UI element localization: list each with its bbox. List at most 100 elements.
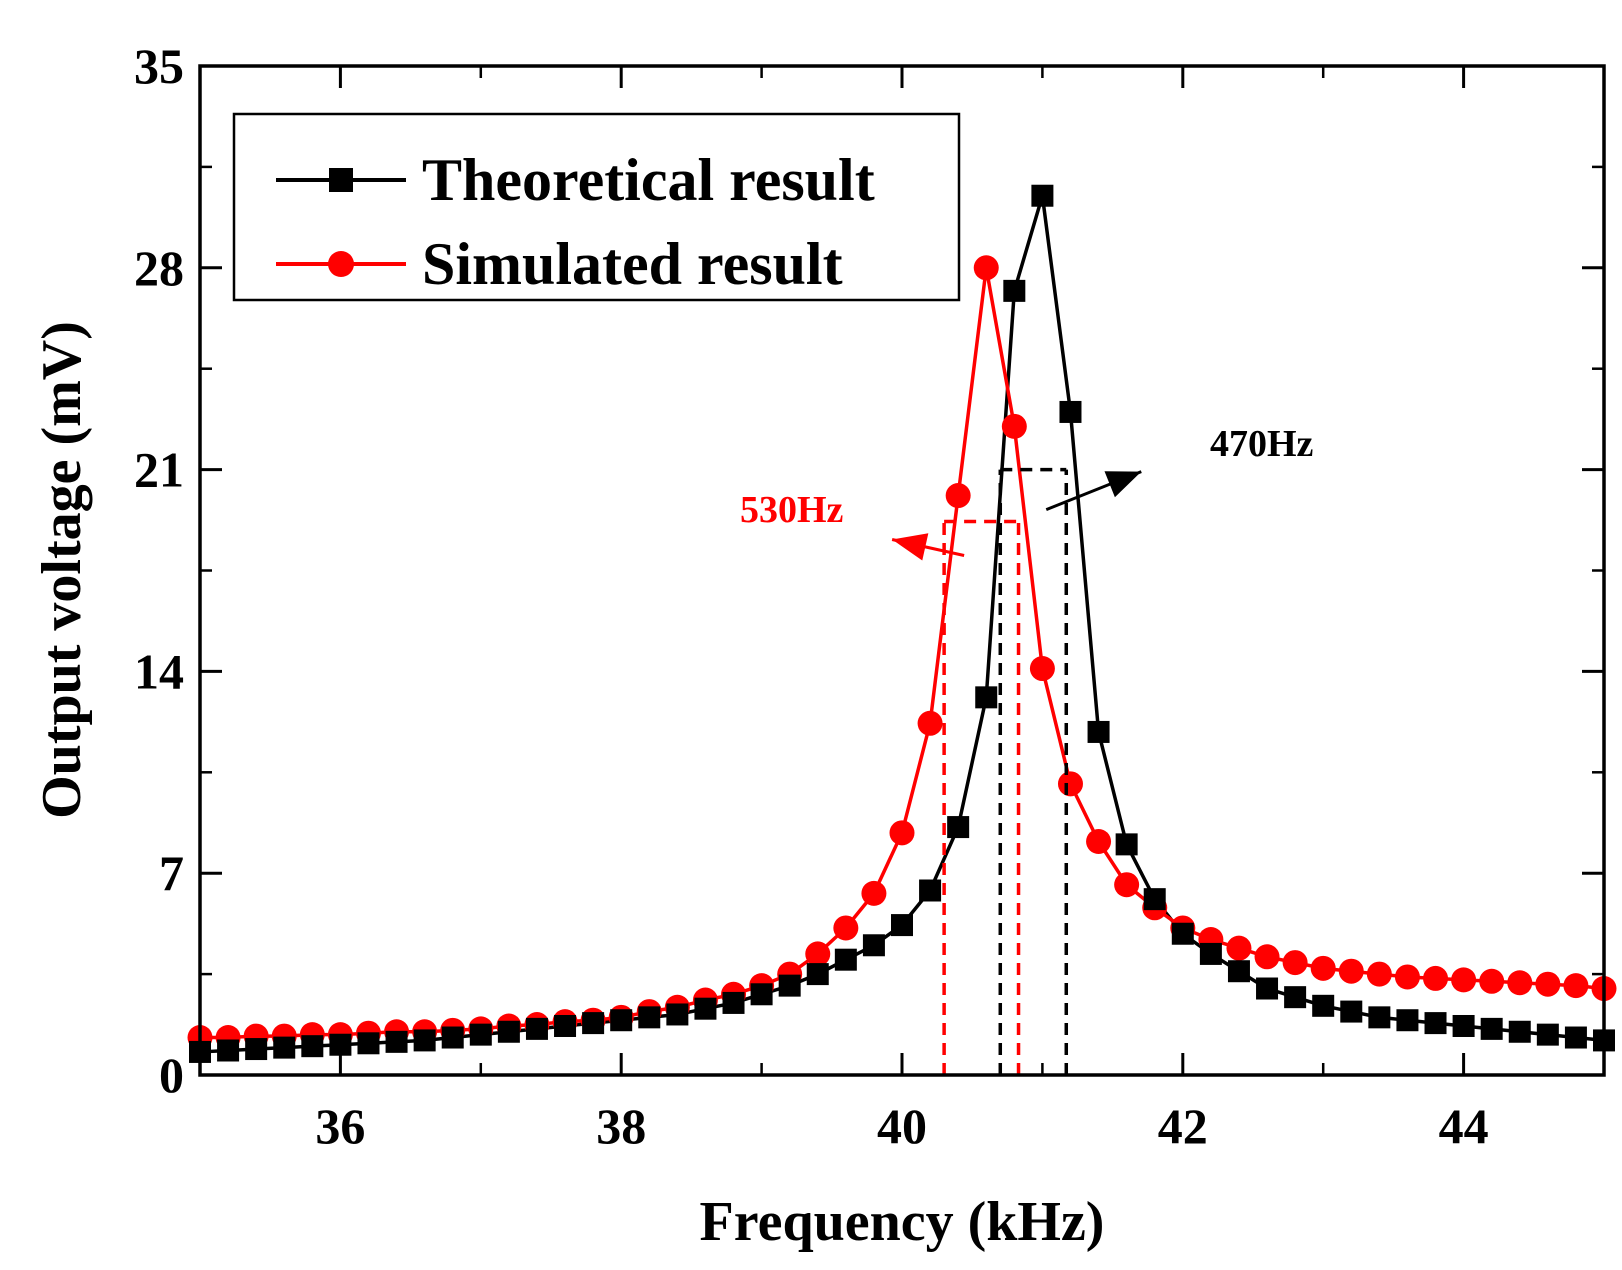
data-point-theoretical: [245, 1038, 268, 1061]
data-point-theoretical: [1059, 400, 1082, 423]
data-point-theoretical: [1340, 1000, 1363, 1023]
data-point-simulated: [1086, 828, 1112, 854]
data-point-simulated: [1001, 413, 1027, 439]
x-axis-title: Frequency (kHz): [700, 1191, 1105, 1253]
data-point-theoretical: [1564, 1026, 1587, 1049]
data-point-theoretical: [1115, 833, 1138, 856]
y-tick-label: 21: [134, 442, 184, 498]
x-tick-label: 36: [315, 1098, 365, 1154]
ticks-layer: 36 38 40 42 44 0 7 14 21 28 35: [134, 38, 1606, 1154]
y-tick-label: 35: [134, 38, 184, 94]
data-point-theoretical: [1171, 922, 1194, 945]
y-tick-label: 14: [134, 643, 184, 699]
data-point-simulated: [973, 255, 999, 281]
data-point-theoretical: [357, 1032, 380, 1055]
data-point-theoretical: [891, 914, 913, 937]
data-point-theoretical: [1312, 994, 1335, 1017]
data-point-theoretical: [1143, 888, 1166, 911]
data-point-simulated: [805, 941, 831, 967]
data-point-theoretical: [525, 1017, 548, 1040]
data-point-simulated: [1423, 965, 1449, 991]
series-layer: [187, 184, 1617, 1063]
data-point-simulated: [833, 915, 859, 941]
annotation-arrow-head: [1104, 471, 1142, 498]
data-point-theoretical: [834, 948, 857, 971]
data-point-theoretical: [413, 1029, 436, 1052]
annotation-label-530hz: 530Hz: [740, 489, 844, 531]
data-point-theoretical: [1087, 720, 1110, 743]
legend-box: [232, 112, 961, 302]
annotation-label-470hz: 470Hz: [1210, 423, 1314, 465]
x-tick-label: 40: [877, 1098, 927, 1154]
data-point-simulated: [1310, 955, 1336, 981]
data-point-theoretical: [1256, 977, 1279, 1000]
data-point-theoretical: [694, 997, 717, 1020]
data-point-simulated: [861, 880, 887, 906]
y-axis-title: Output voltage (mV): [31, 321, 93, 819]
data-point-simulated: [1114, 872, 1140, 898]
x-tick-label: 38: [596, 1098, 646, 1154]
data-point-theoretical: [1284, 986, 1307, 1009]
data-point-theoretical: [806, 963, 829, 986]
data-point-theoretical: [975, 686, 998, 709]
annotations-layer: [891, 467, 1142, 1075]
data-point-theoretical: [497, 1020, 520, 1043]
data-point-theoretical: [862, 934, 885, 957]
y-tick-label: 7: [159, 845, 184, 901]
legend-marker-simulated: [328, 251, 354, 277]
data-point-theoretical: [469, 1023, 492, 1046]
data-point-theoretical: [1199, 942, 1222, 965]
data-point-theoretical: [329, 1033, 352, 1056]
data-point-theoretical: [1003, 279, 1026, 302]
data-point-simulated: [1451, 967, 1477, 993]
data-point-theoretical: [778, 974, 801, 997]
data-point-simulated: [1563, 973, 1589, 999]
data-point-simulated: [917, 710, 943, 736]
legend: Theoretical result Simulated result: [232, 112, 961, 302]
data-point-simulated: [1338, 958, 1364, 984]
data-point-theoretical: [947, 816, 970, 839]
data-point-theoretical: [217, 1039, 240, 1062]
data-point-theoretical: [1508, 1020, 1531, 1043]
data-point-theoretical: [1396, 1009, 1419, 1032]
data-point-simulated: [1479, 968, 1505, 994]
data-point-simulated: [945, 483, 971, 509]
data-point-theoretical: [301, 1035, 324, 1058]
legend-marker-theoretical: [329, 168, 353, 192]
data-point-simulated: [1057, 771, 1083, 797]
data-point-theoretical: [273, 1036, 296, 1059]
data-point-theoretical: [1368, 1006, 1391, 1029]
data-point-simulated: [1282, 950, 1308, 976]
legend-label-theoretical: Theoretical result: [422, 147, 875, 213]
x-tick-label: 42: [1158, 1098, 1208, 1154]
data-point-simulated: [1029, 656, 1055, 682]
data-point-theoretical: [666, 1003, 689, 1026]
data-point-theoretical: [750, 983, 773, 1006]
annotation-arrow-head: [892, 533, 929, 561]
data-point-theoretical: [554, 1014, 577, 1037]
data-point-theoretical: [1031, 184, 1054, 207]
y-tick-label: 28: [134, 240, 184, 296]
data-point-theoretical: [1480, 1017, 1503, 1040]
data-point-theoretical: [441, 1026, 464, 1049]
data-point-simulated: [1366, 961, 1392, 987]
data-point-theoretical: [582, 1012, 605, 1035]
data-point-simulated: [1394, 964, 1420, 990]
data-point-theoretical: [919, 879, 942, 902]
data-point-theoretical: [1536, 1023, 1559, 1046]
data-point-theoretical: [610, 1009, 633, 1032]
legend-label-simulated: Simulated result: [422, 231, 843, 297]
data-point-simulated: [1254, 944, 1280, 970]
data-point-simulated: [1507, 970, 1533, 996]
x-tick-label: 44: [1439, 1098, 1489, 1154]
plot-frame: [198, 64, 1606, 1077]
data-point-theoretical: [722, 991, 745, 1014]
data-point-simulated: [1535, 971, 1561, 997]
data-point-theoretical: [385, 1030, 408, 1053]
data-point-theoretical: [1424, 1012, 1447, 1035]
data-point-theoretical: [1227, 960, 1250, 983]
data-point-simulated: [1226, 935, 1252, 961]
data-point-simulated: [889, 820, 915, 846]
y-tick-label: 0: [159, 1047, 184, 1103]
